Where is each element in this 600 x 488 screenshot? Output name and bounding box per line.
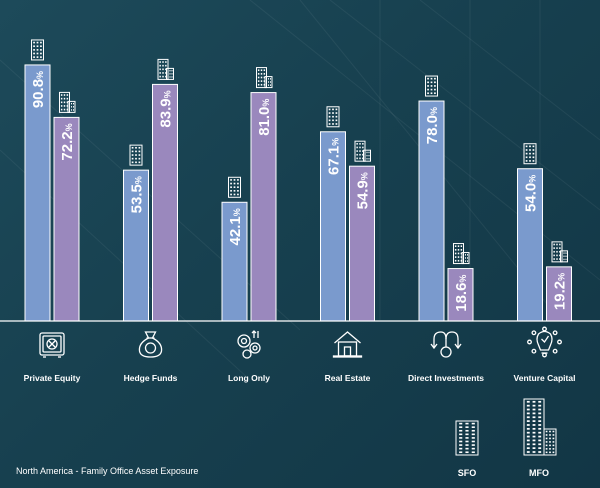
mfo-building-icon-4-tower <box>453 243 464 265</box>
value-label-mfo-3: 54.9% <box>355 172 372 209</box>
mfo-building-icon-3 <box>354 140 371 162</box>
mfo-building-icon-5-tower <box>551 241 563 263</box>
legend-label-mfo: MFO <box>529 468 549 478</box>
value-label-mfo-5: 19.2% <box>552 273 569 310</box>
house-icon <box>332 331 363 358</box>
category-label-5: Venture Capital <box>514 373 576 383</box>
bar-sfo-5 <box>517 168 543 322</box>
lightbulb-money-icon <box>527 326 562 358</box>
sfo-building-icon-3 <box>326 106 340 128</box>
value-label-mfo-0: 72.2% <box>59 123 76 160</box>
value-label-mfo-2: 81.0% <box>256 99 273 136</box>
category-label-4: Direct Investments <box>408 373 484 383</box>
value-label-sfo-5: 54.0% <box>523 175 540 212</box>
category-label-2: Long Only <box>228 373 270 383</box>
legend-icon-sfo <box>455 420 479 456</box>
sfo-building-icon-1 <box>129 144 143 166</box>
mfo-building-icon-1-annex <box>166 67 174 80</box>
mfo-building-icon-1 <box>157 58 174 80</box>
category-label-1: Hedge Funds <box>124 373 178 383</box>
sfo-building-icon-5 <box>523 143 537 165</box>
mfo-building-icon-0-tower <box>59 91 70 113</box>
mfo-building-icon-3-annex <box>363 149 371 162</box>
investment-flow-icon <box>430 331 462 358</box>
bar-sfo-2 <box>221 201 248 322</box>
mfo-building-icon-3-tower <box>354 140 366 162</box>
gears-icon <box>237 330 261 359</box>
safe-icon <box>39 332 65 358</box>
bar-sfo-0 <box>24 64 51 322</box>
mfo-building-icon-1-tower <box>157 58 169 80</box>
value-label-mfo-4: 18.6% <box>453 275 470 312</box>
sfo-building-icon-0 <box>31 39 44 61</box>
value-label-sfo-3: 67.1% <box>326 138 343 175</box>
bar-sfo-3 <box>320 131 346 322</box>
bar-mfo-0 <box>53 116 80 322</box>
value-label-sfo-0: 90.8% <box>30 71 47 108</box>
mfo-building-icon-2-annex <box>264 76 273 89</box>
mfo-building-icon-5 <box>551 241 568 263</box>
mfo-building-icon-2 <box>256 67 273 89</box>
legend-sfo-building-icon <box>455 420 479 456</box>
value-label-mfo-1: 83.9% <box>158 90 175 127</box>
sfo-building-icon-2 <box>228 176 241 198</box>
bar-mfo-1 <box>152 83 178 322</box>
mfo-building-icon-0-annex <box>67 100 76 113</box>
category-label-0: Private Equity <box>24 373 81 383</box>
mfo-building-icon-0 <box>59 91 76 113</box>
category-label-3: Real Estate <box>325 373 371 383</box>
legend-label-sfo: SFO <box>457 468 477 478</box>
chart-title: North America - Family Office Asset Expo… <box>16 466 199 476</box>
value-label-sfo-1: 53.5% <box>129 176 146 213</box>
legend-icon-mfo <box>523 398 557 456</box>
bar-mfo-5 <box>546 266 572 322</box>
mfo-building-icon-4 <box>453 243 470 265</box>
mfo-building-icon-2-tower <box>256 67 267 89</box>
mfo-building-icon-4-annex <box>461 252 470 265</box>
value-label-sfo-4: 78.0% <box>424 107 441 144</box>
mfo-building-icon-5-annex <box>560 250 568 263</box>
legend-mfo-annex-icon <box>543 428 557 456</box>
value-label-sfo-2: 42.1% <box>227 208 244 245</box>
legend-mfo-tower-icon <box>523 398 545 456</box>
money-bag-icon <box>138 331 163 358</box>
sfo-building-icon-4 <box>425 75 438 97</box>
